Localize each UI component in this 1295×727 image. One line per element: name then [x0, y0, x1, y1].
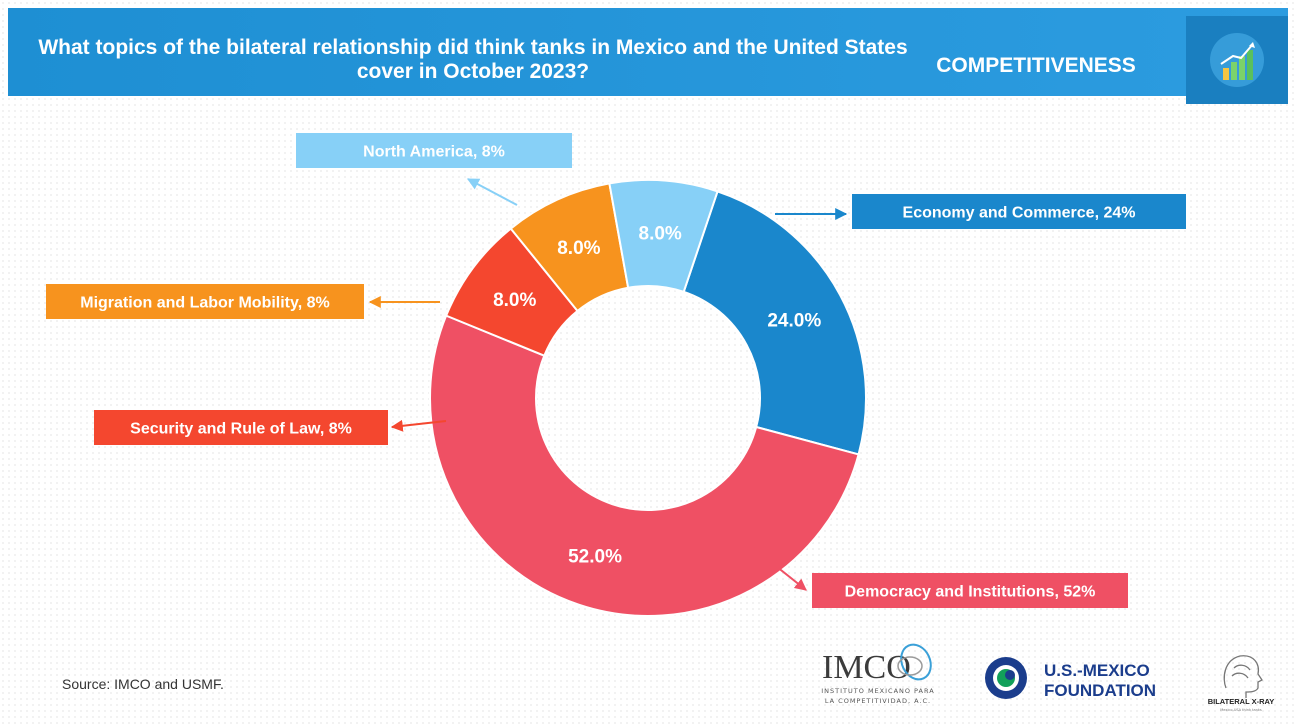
- slice-value-label-economy-commerce: 24.0%: [767, 311, 821, 332]
- callout-box-democracy-institutions: [812, 573, 1128, 608]
- callout-label-north-america: North America, 8%: [363, 144, 505, 161]
- callout-label-security-rule-of-law: Security and Rule of Law, 8%: [130, 421, 352, 438]
- callout-label-economy-commerce: Economy and Commerce, 24%: [903, 205, 1136, 222]
- xray-tagline: Mexico-USA think tanks: [1220, 708, 1262, 712]
- imco-subtitle-2: LA COMPETITIVIDAD, A.C.: [825, 697, 931, 705]
- connector-arrow-north-america: [466, 178, 518, 206]
- callout-label-democracy-institutions: Democracy and Institutions, 52%: [845, 584, 1096, 601]
- callout-box-economy-commerce: [852, 194, 1186, 229]
- page-title: What topics of the bilateral relationshi…: [38, 36, 908, 83]
- imco-logo-text: IMCO: [822, 649, 911, 686]
- slice-north-america: [608, 179, 719, 294]
- imco-subtitle-1: INSTITUTO MEXICANO PARA: [821, 687, 934, 695]
- usmf-line-2: FOUNDATION: [1044, 681, 1156, 700]
- imco-logo: IMCO INSTITUTO MEXICANO PARA LA COMPETIT…: [821, 643, 934, 705]
- source-note: Source: IMCO and USMF.: [62, 676, 224, 692]
- head-profile-icon: [1223, 655, 1263, 698]
- slice-value-label-democracy-institutions: 52.0%: [568, 546, 622, 567]
- slice-democracy-institutions: [429, 314, 860, 617]
- bar-chart-growth-icon: [1210, 33, 1264, 87]
- usmf-logo: U.S.-MEXICO FOUNDATION: [985, 657, 1156, 700]
- callout-box-migration-labor-mobility: [46, 284, 364, 319]
- slice-value-label-security-rule-of-law: 8.0%: [493, 290, 536, 311]
- bilateral-xray-logo: BILATERAL X-RAY Mexico-USA think tanks: [1208, 655, 1275, 712]
- callout-label-migration-labor-mobility: Migration and Labor Mobility, 8%: [80, 295, 329, 312]
- header-banner: What topics of the bilateral relationshi…: [8, 8, 1288, 104]
- category-label: COMPETITIVENESS: [936, 54, 1136, 77]
- connector-arrow-security-rule-of-law: [390, 419, 447, 432]
- callout-box-security-rule-of-law: [94, 410, 388, 445]
- xray-name: BILATERAL X-RAY: [1208, 697, 1275, 706]
- usmf-line-1: U.S.-MEXICO: [1044, 661, 1150, 680]
- header-icon-box: [1186, 16, 1288, 104]
- slice-value-label-north-america: 8.0%: [639, 223, 682, 244]
- connector-arrow-democracy-institutions: [751, 546, 807, 591]
- slice-economy-commerce: [682, 190, 867, 456]
- callout-box-north-america: [296, 133, 572, 168]
- slice-value-label-migration-labor-mobility: 8.0%: [557, 238, 600, 259]
